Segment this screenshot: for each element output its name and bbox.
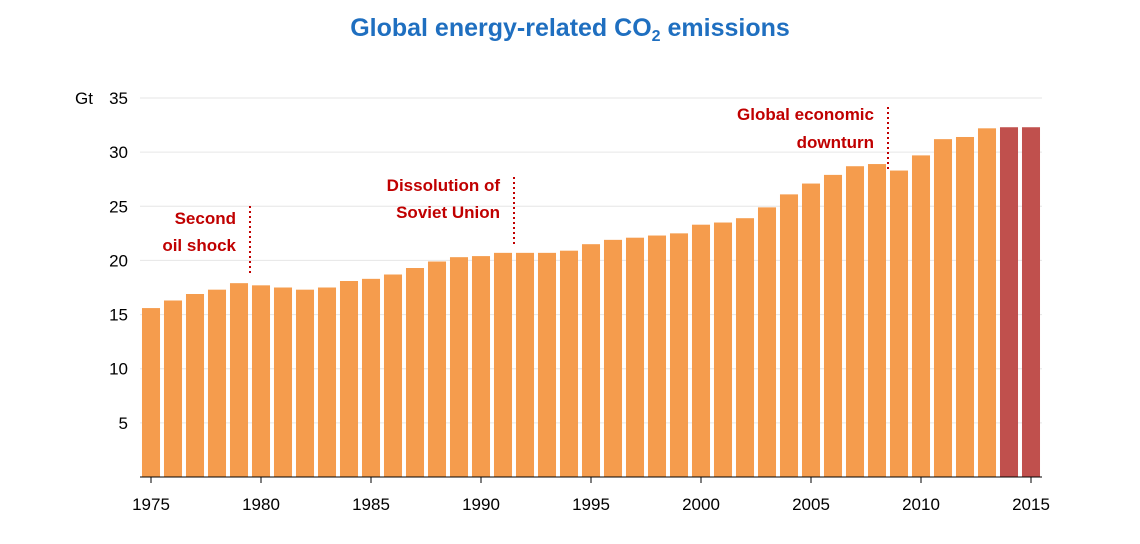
bar-1981 [273, 287, 293, 477]
bar-1978 [207, 289, 227, 477]
bar-2014 [999, 127, 1019, 477]
bar-2005 [801, 183, 821, 477]
y-tick-label: 20 [109, 251, 128, 270]
bar-1976 [163, 300, 183, 477]
chart-title: Global energy-related CO2 emissions [0, 14, 1140, 46]
x-tick-label: 2005 [792, 495, 830, 514]
x-tick-label: 1995 [572, 495, 610, 514]
bar-1977 [185, 293, 205, 477]
annotation-text: Global economic [737, 105, 874, 124]
y-tick-label: 30 [109, 143, 128, 162]
bar-2002 [735, 218, 755, 477]
bar-1985 [361, 278, 381, 477]
bar-2006 [823, 174, 843, 477]
x-tick-label: 1980 [242, 495, 280, 514]
x-tick-label: 2010 [902, 495, 940, 514]
bar-1995 [581, 244, 601, 477]
bar-2009 [889, 170, 909, 477]
bar-2015 [1021, 127, 1041, 477]
bar-1994 [559, 250, 579, 477]
chart-title-main: Global energy-related CO [350, 14, 652, 42]
x-tick-label: 1990 [462, 495, 500, 514]
bar-1983 [317, 287, 337, 477]
bar-2010 [911, 155, 931, 478]
bar-1982 [295, 289, 315, 477]
y-tick-labels: 5 10 15 20 25 30 35 [109, 89, 128, 433]
bar-1999 [669, 233, 689, 477]
y-tick-label: 10 [109, 360, 128, 379]
bar-1990 [471, 256, 491, 477]
annotation-text: Soviet Union [396, 203, 500, 222]
bar-1996 [603, 239, 623, 477]
annotation-text: Dissolution of [387, 176, 501, 195]
bar-1993 [537, 252, 557, 477]
x-tick-label: 1975 [132, 495, 170, 514]
bar-2013 [977, 128, 997, 477]
chart-title-suffix: emissions [660, 14, 790, 42]
bar-2007 [845, 166, 865, 477]
y-axis-unit-label: Gt [75, 89, 93, 108]
bar-2008 [867, 164, 887, 477]
annotation-text: downturn [797, 133, 874, 152]
bar-1989 [449, 257, 469, 477]
bar-1992 [515, 252, 535, 477]
y-tick-label: 25 [109, 197, 128, 216]
bar-2001 [713, 222, 733, 477]
bar-2012 [955, 136, 975, 478]
bar-1975 [141, 308, 161, 477]
y-tick-label: 35 [109, 89, 128, 108]
bar-1979 [229, 283, 249, 477]
annotation-text: Second [175, 209, 236, 228]
bar-1998 [647, 235, 667, 477]
bar-1988 [427, 261, 447, 477]
annotation-text: oil shock [162, 236, 236, 255]
bar-2000 [691, 224, 711, 477]
bar-1991 [493, 252, 513, 477]
bar-1980 [251, 285, 271, 477]
x-tick-label: 1985 [352, 495, 390, 514]
x-tick-labels: 1975 1980 1985 1990 1995 2000 2005 2010 2015 [132, 495, 1050, 514]
y-tick-label: 5 [119, 414, 128, 433]
bar-2003 [757, 207, 777, 477]
bar-1984 [339, 281, 359, 477]
bar-1986 [383, 274, 403, 477]
x-tick-label: 2015 [1012, 495, 1050, 514]
chart-title-subscript: 2 [651, 28, 661, 45]
y-tick-label: 15 [109, 306, 128, 325]
bar-1997 [625, 237, 645, 477]
bar-2011 [933, 139, 953, 478]
annotations: Second oil shock Dissolution of Soviet Unio… [162, 105, 889, 276]
bars [141, 127, 1041, 478]
axes: Gt [75, 89, 1042, 483]
x-tick-label: 2000 [682, 495, 720, 514]
bar-2004 [779, 194, 799, 478]
bar-1987 [405, 268, 425, 477]
